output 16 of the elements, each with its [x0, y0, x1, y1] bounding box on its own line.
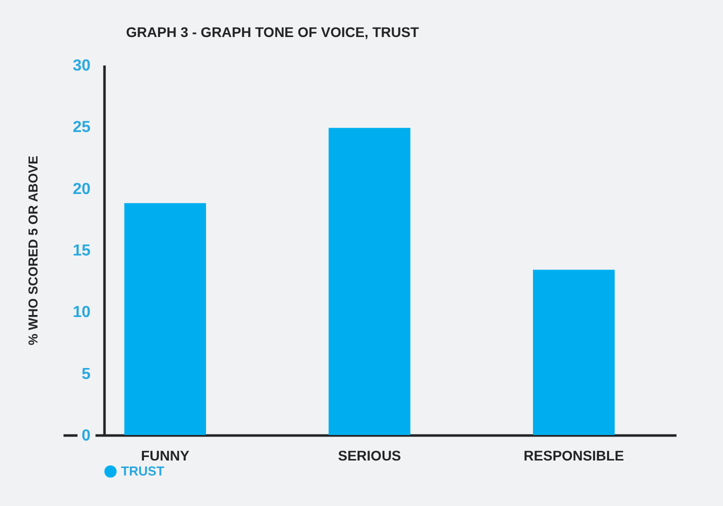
y-tick-label: 25: [72, 119, 91, 136]
y-tick-label: 30: [72, 58, 91, 74]
bar: [532, 270, 615, 435]
chart-title: GRAPH 3 - GRAPH TONE OF VOICE, TRUST: [126, 24, 420, 40]
y-axis-title: % WHO SCORED 5 OR ABOVE: [26, 155, 41, 346]
x-tick-label: SERIOUS: [338, 448, 402, 464]
x-tick-label: FUNNY: [141, 448, 190, 464]
x-tick-label: RESPONSIBLE: [524, 448, 624, 464]
y-tick-label: 5: [82, 366, 91, 383]
bar: [328, 128, 410, 435]
bar: [124, 203, 206, 435]
y-tick-label: 20: [72, 180, 91, 198]
legend-label: TRUST: [121, 464, 164, 478]
y-tick-label: 0: [82, 428, 91, 444]
y-tick-label: 10: [72, 304, 91, 322]
y-tick-label: 15: [72, 242, 91, 260]
